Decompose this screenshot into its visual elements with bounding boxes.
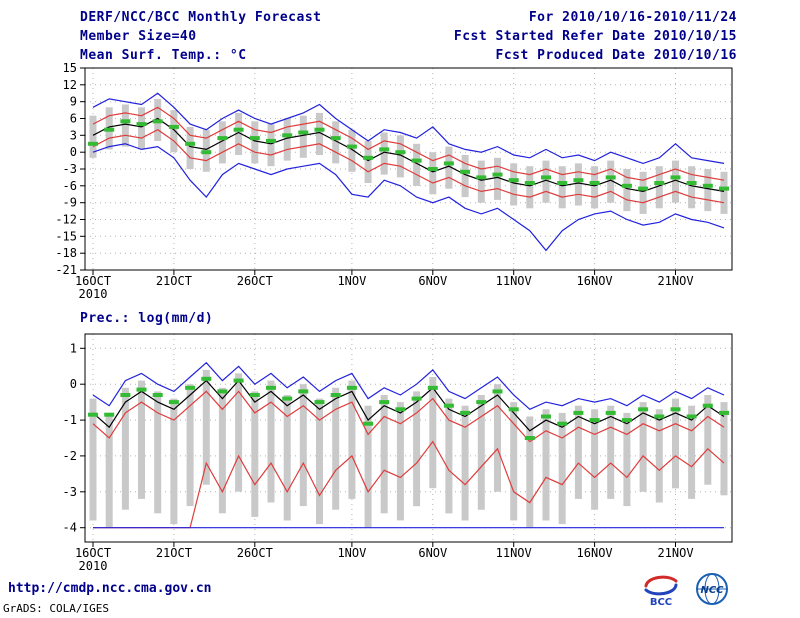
- series-ensemble-mean-line: [92, 379, 725, 432]
- series-ensemble-max-line: [92, 361, 725, 411]
- member-size-label: Member Size=40: [80, 29, 197, 44]
- x-tick-label: 16NOV: [577, 546, 613, 560]
- precip-chart-title: Prec.: log(mm/d): [80, 311, 214, 326]
- x-tick-label: 6NOV: [418, 546, 447, 560]
- x-year-label: 2010: [79, 559, 108, 573]
- page-title: DERF/NCC/BCC Monthly Forecast: [80, 10, 322, 25]
- forecast-range-label: For 2010/10/16-2010/11/24: [528, 10, 737, 25]
- series-ensemble-min-line: [92, 143, 725, 252]
- y-tick-label: -6: [63, 179, 77, 193]
- y-tick-label: -21: [55, 263, 77, 277]
- series-lower-quartile-line: [93, 440, 725, 529]
- series-lower-quartile-line: [92, 129, 725, 204]
- x-tick-label: 6NOV: [418, 274, 447, 288]
- x-tick-label: 11NOV: [496, 546, 532, 560]
- ensemble-spread-bars: [89, 369, 728, 528]
- grid: [85, 334, 732, 542]
- y-tick-label: 3: [70, 128, 77, 142]
- bcc-logo-blue-swirl: [644, 583, 678, 596]
- bcc-logo-text: BCC: [650, 597, 672, 608]
- ncc-logo: NCC: [696, 573, 728, 605]
- x-tick-label: 26OCT: [237, 546, 273, 560]
- x-tick-label: 21OCT: [156, 546, 192, 560]
- x-tick-label: 21NOV: [657, 274, 693, 288]
- y-tick-label: 15: [63, 61, 77, 75]
- y-tick-label: -2: [63, 449, 77, 463]
- y-tick-label: 1: [70, 341, 77, 355]
- series-ensemble-max-line: [92, 92, 725, 165]
- grads-credit: GrADS: COLA/IGES: [3, 602, 109, 615]
- y-tick-label: -15: [55, 229, 77, 243]
- x-tick-label: 26OCT: [237, 274, 273, 288]
- temp-chart-title: Mean Surf. Temp.: °C: [80, 48, 247, 63]
- y-tick-label: -1: [63, 413, 77, 427]
- x-tick-label: 21OCT: [156, 274, 192, 288]
- observation-markers: [88, 376, 729, 440]
- series-upper-quartile-line: [92, 390, 725, 443]
- y-tick-label: -3: [63, 162, 77, 176]
- y-tick-label: -3: [63, 485, 77, 499]
- series-ensemble-mean-line: [92, 117, 725, 193]
- x-tick-label: 16NOV: [577, 274, 613, 288]
- fcst-produced-label: Fcst Produced Date 2010/10/16: [495, 48, 737, 63]
- y-tick-label: -12: [55, 213, 77, 227]
- y-tick-label: 9: [70, 95, 77, 109]
- x-tick-label: 1NOV: [337, 546, 366, 560]
- x-tick-label: 16OCT: [75, 274, 111, 288]
- y-tick-label: 0: [70, 377, 77, 391]
- y-tick-label: 6: [70, 112, 77, 126]
- bcc-logo-red-swirl: [644, 575, 678, 588]
- y-tick-label: -9: [63, 196, 77, 210]
- x-tick-label: 11NOV: [496, 274, 532, 288]
- x-year-label: 2010: [79, 287, 108, 301]
- ensemble-spread-bars: [89, 98, 728, 214]
- x-tick-label: 1NOV: [337, 274, 366, 288]
- x-tick-label: 16OCT: [75, 546, 111, 560]
- observation-markers: [88, 119, 729, 191]
- y-tick-label: 0: [70, 145, 77, 159]
- y-tick-label: 12: [63, 78, 77, 92]
- bcc-logo: BCC: [644, 575, 678, 608]
- source-url: http://cmdp.ncc.cma.gov.cn: [8, 581, 212, 596]
- x-tick-label: 21NOV: [657, 546, 693, 560]
- series-upper-quartile-line: [92, 106, 725, 181]
- y-tick-label: -4: [63, 521, 77, 535]
- ncc-logo-text: NCC: [700, 585, 724, 596]
- plot-frame: [84, 333, 733, 543]
- y-tick-label: -18: [55, 246, 77, 260]
- fcst-started-label: Fcst Started Refer Date 2010/10/15: [453, 29, 737, 44]
